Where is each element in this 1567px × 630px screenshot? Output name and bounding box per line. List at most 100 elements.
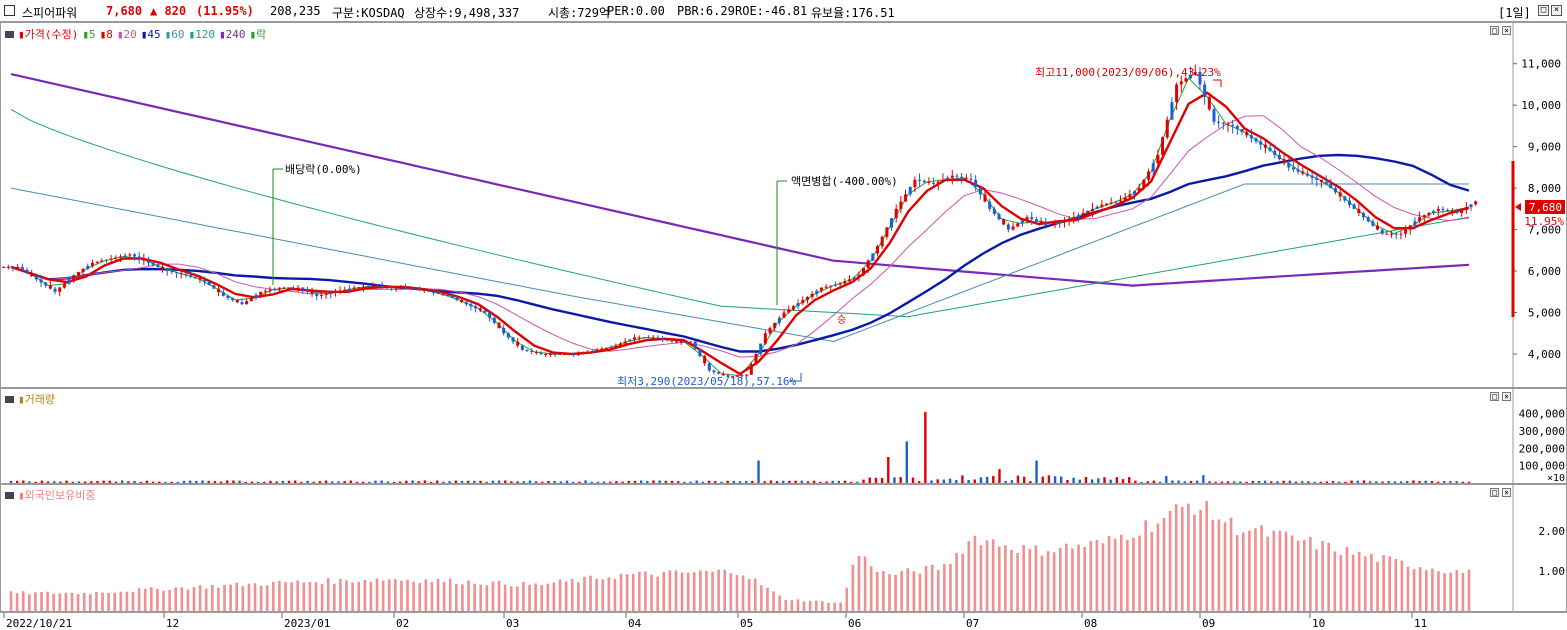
panel-max-icon[interactable]: □ [1490, 392, 1499, 401]
foreign-ratio-chart[interactable]: 2.00 1.00 [1, 485, 1566, 611]
foreign-bar [711, 571, 714, 611]
candle-body [684, 341, 688, 343]
foreign-bar [34, 592, 37, 611]
legend-item[interactable]: ▮60 [164, 28, 185, 41]
legend-item[interactable]: ▮5 [82, 28, 96, 41]
volume-bar [1022, 476, 1026, 483]
foreign-bar [333, 583, 336, 611]
foreign-bar [1107, 535, 1111, 611]
candle-body [960, 176, 964, 178]
foreign-bar [1467, 569, 1471, 611]
legend-item[interactable]: ▮락 [249, 28, 267, 41]
candle-body [978, 187, 982, 195]
panel-close-icon[interactable]: × [1502, 488, 1511, 497]
candle-body [506, 333, 510, 338]
foreign-bar [1363, 556, 1367, 611]
foreign-bar [89, 594, 92, 611]
volume-bar [306, 480, 309, 483]
foreign-bar [278, 580, 281, 611]
foreign-bar [1370, 553, 1373, 611]
candle-body [777, 317, 781, 323]
volume-chart[interactable]: 400,000 300,000 200,000 100,000×10 [1, 389, 1566, 483]
candle-body [1175, 84, 1179, 103]
volume-bar [831, 480, 834, 483]
checkbox[interactable] [4, 5, 15, 16]
candle-body [226, 295, 230, 298]
candle-body [544, 353, 548, 355]
legend-item[interactable]: ▮8 [99, 28, 113, 41]
panel-close-icon[interactable]: × [1502, 392, 1511, 401]
legend-item[interactable]: ▮가격(수정) [18, 28, 79, 41]
foreign-bar [577, 582, 580, 611]
panel-menu-icon[interactable] [5, 31, 14, 38]
low-arrow [789, 373, 802, 382]
candle-body [1198, 72, 1202, 85]
candle-body [1263, 144, 1267, 148]
candle-body [277, 287, 281, 289]
legend-item[interactable]: ▮20 [116, 28, 137, 41]
volume-bar [349, 480, 352, 483]
foreign-bar [1382, 555, 1385, 611]
volume-bar [1461, 481, 1465, 483]
panel-max-icon[interactable]: □ [1490, 26, 1499, 35]
volume-bar [1053, 476, 1057, 483]
candle-body [418, 288, 422, 290]
foreign-bar [1406, 566, 1410, 611]
candle-body [675, 341, 679, 343]
volume-bar [281, 480, 285, 483]
candle-body [862, 267, 865, 276]
current-price-tag [1525, 200, 1565, 214]
candle-body [1109, 202, 1113, 204]
volume-bar [837, 480, 841, 483]
period-selector[interactable]: [1일] [1498, 6, 1531, 20]
foreign-bar [1205, 501, 1208, 611]
foreign-bar [473, 583, 476, 611]
ma20-line [10, 115, 1470, 358]
candle-body [899, 201, 903, 209]
candle-body [581, 352, 585, 354]
candle-body [1432, 210, 1436, 213]
candle-body [497, 322, 501, 329]
foreign-bar [95, 591, 98, 611]
foreign-bar [882, 571, 885, 611]
foreign-bar [137, 588, 141, 611]
volume-bar [1208, 481, 1211, 483]
foreign-bar [808, 600, 812, 611]
candle-body [819, 287, 823, 291]
candle-body [245, 301, 249, 305]
candle-body [1422, 215, 1426, 218]
foreign-bar [1040, 555, 1044, 611]
panel-max-icon[interactable]: □ [1490, 488, 1499, 497]
candle-body [1329, 183, 1333, 189]
foreign-bar [1431, 568, 1434, 611]
foreign-bar [442, 581, 446, 611]
candle-body [1090, 208, 1094, 211]
restore-icon[interactable]: □ [1538, 5, 1549, 16]
foreign-bar [1260, 525, 1263, 611]
volume-bar [213, 481, 217, 483]
panel-close-icon[interactable]: × [1502, 26, 1511, 35]
candle-body [1034, 219, 1038, 222]
legend-item[interactable]: ▮240 [218, 28, 246, 41]
volume-bar [83, 481, 87, 483]
foreign-bar [1437, 571, 1440, 611]
candle-body [763, 333, 767, 344]
candle-body [249, 298, 253, 302]
price-tick-label: 8,000 [1528, 182, 1561, 195]
legend-item[interactable]: ▮120 [188, 28, 215, 41]
panel-menu-icon[interactable] [5, 396, 14, 403]
price-tick-label: 6,000 [1528, 265, 1561, 278]
volume-bar [1226, 481, 1230, 483]
foreign-bar [528, 584, 531, 611]
legend-item[interactable]: ▮45 [140, 28, 161, 41]
foreign-bar [381, 580, 385, 611]
volume-bar [1412, 480, 1415, 483]
close-icon[interactable]: × [1551, 5, 1562, 16]
volume-bar [1189, 480, 1193, 483]
candle-body [562, 353, 566, 355]
volume-bar [664, 480, 668, 483]
panel-menu-icon[interactable] [5, 492, 14, 499]
volume-tick-label: 300,000 [1519, 425, 1565, 438]
volume-bar [324, 480, 328, 483]
price-chart[interactable]: 11,000 10,000 9,000 8,000 7,000 6,000 5,000 4,0… [1, 23, 1566, 387]
